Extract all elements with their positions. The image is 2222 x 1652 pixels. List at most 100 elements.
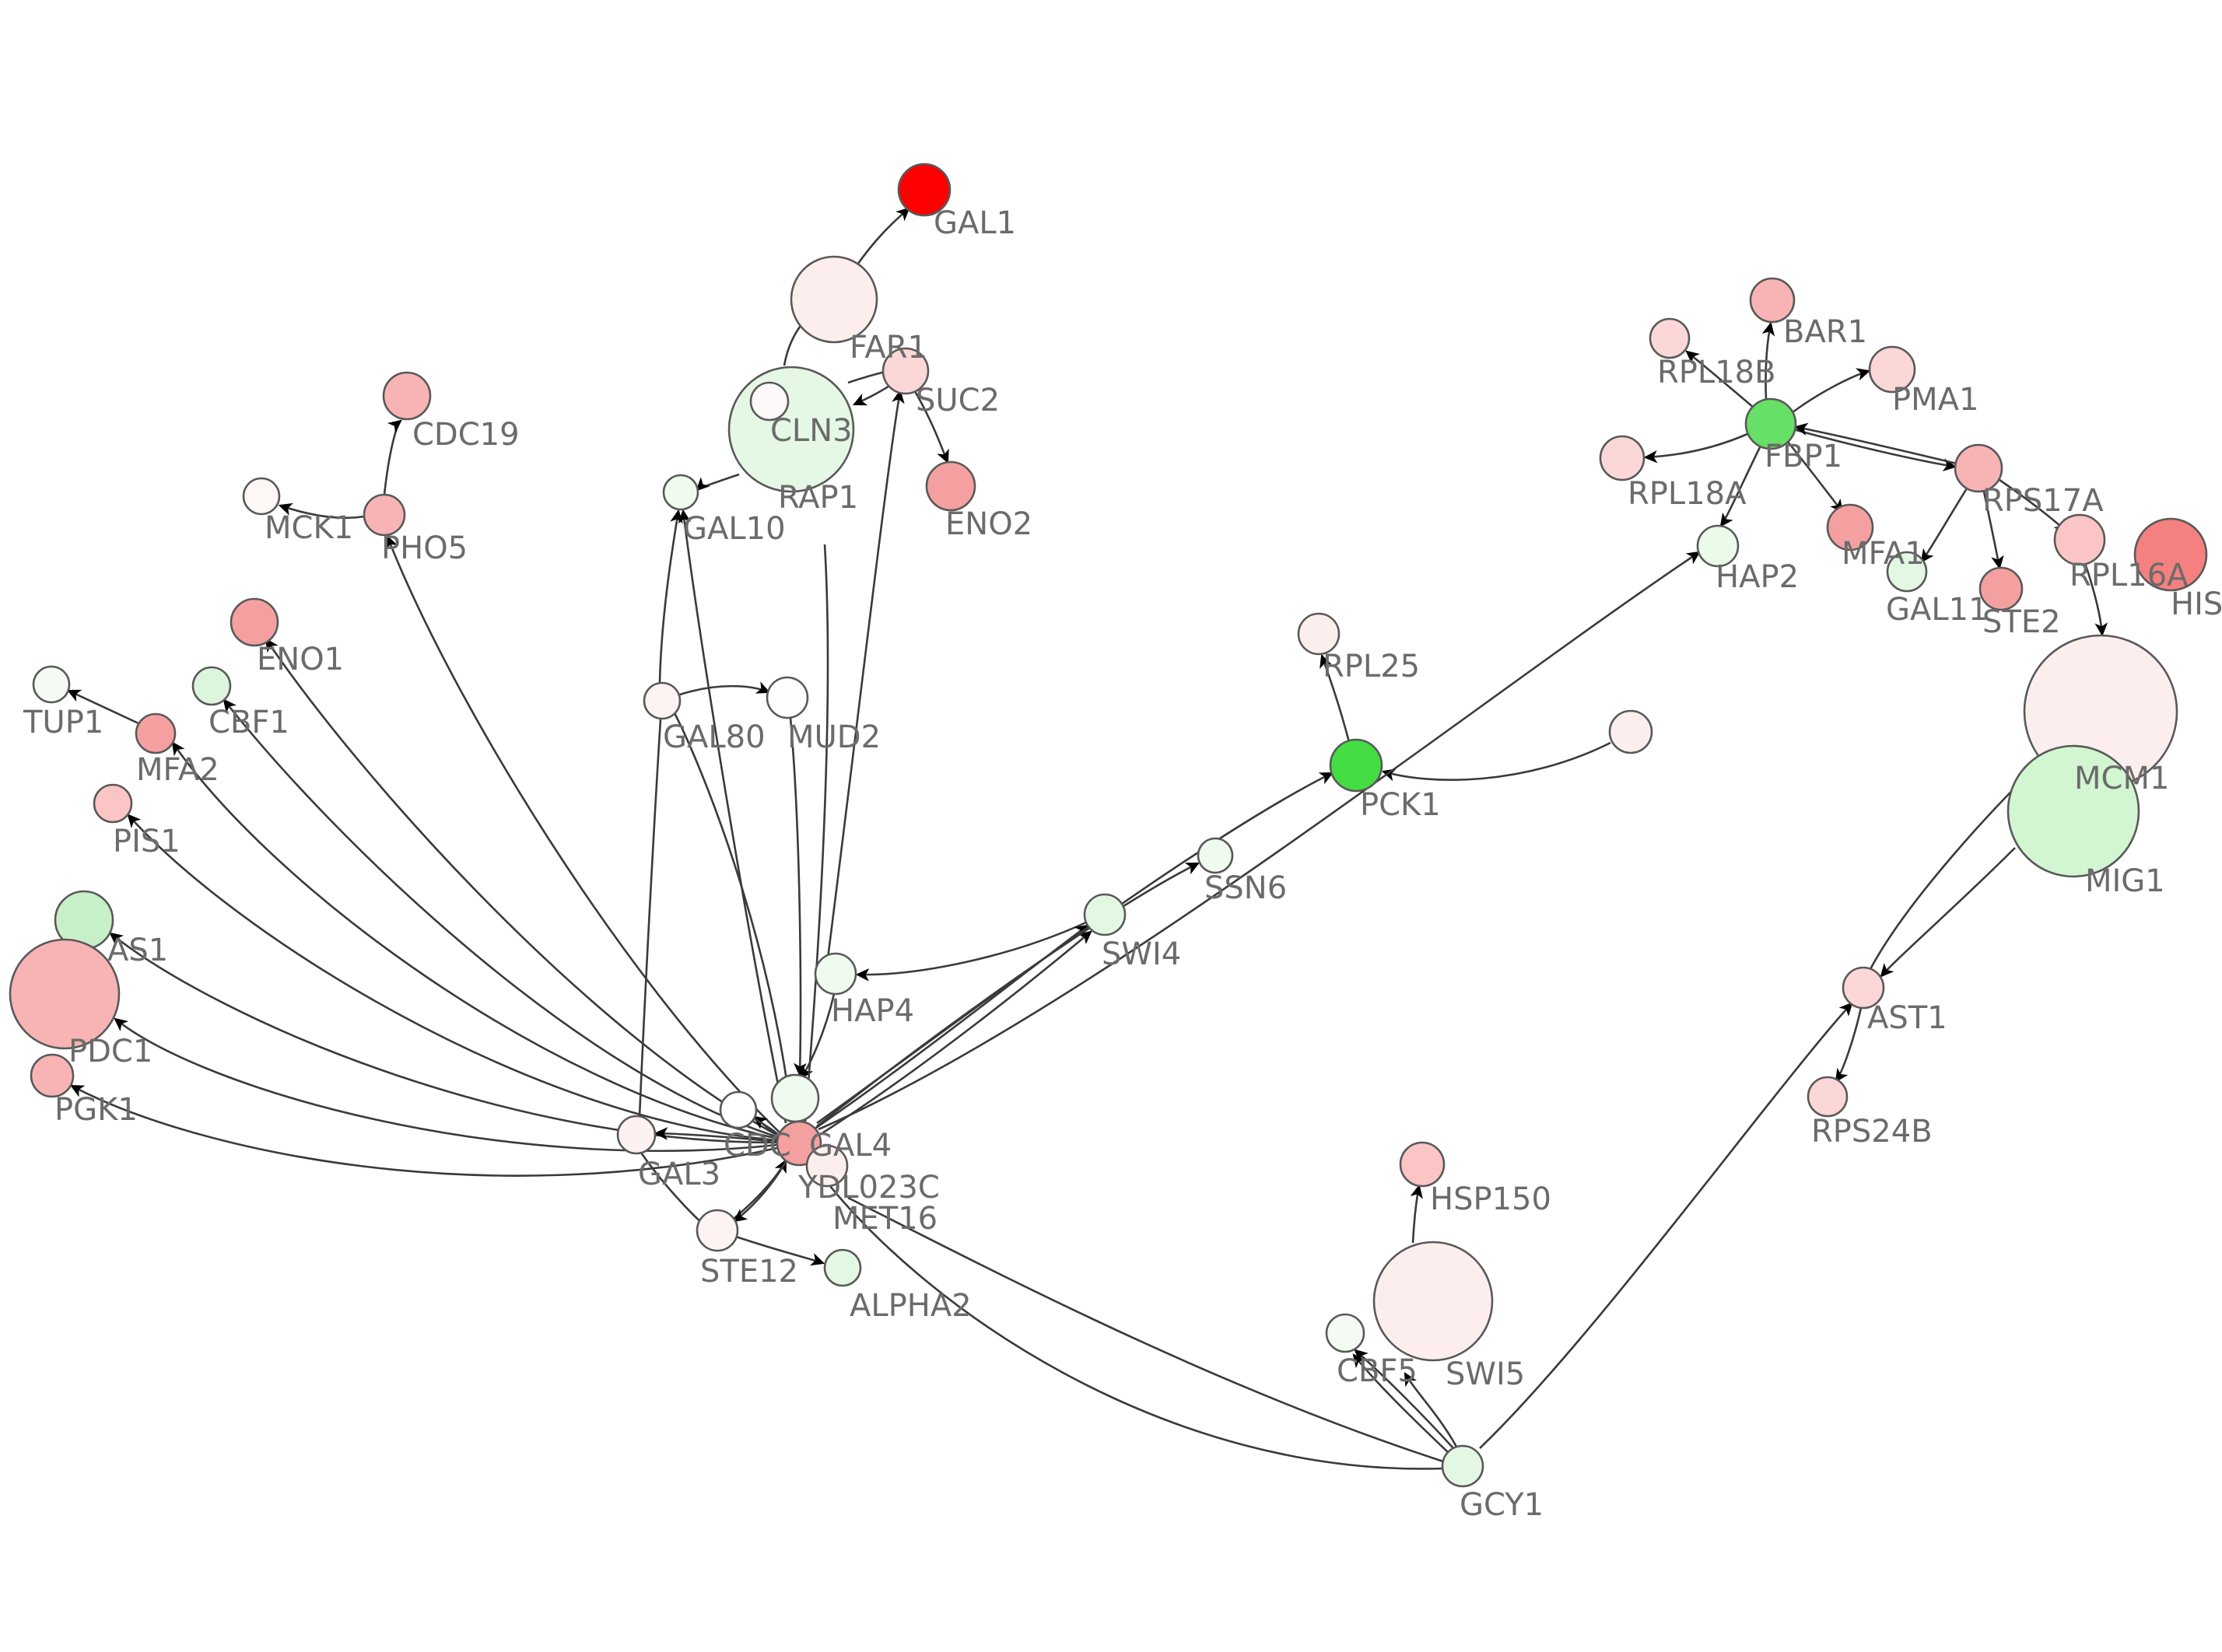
graph-edge [818, 930, 1092, 1137]
graph-node-his4[interactable] [2133, 517, 2208, 592]
graph-node-rpl18b[interactable] [1649, 317, 1691, 359]
graph-node-swi5[interactable] [1372, 1241, 1494, 1362]
graph-edge [672, 711, 794, 1121]
graph-node-gal10[interactable] [662, 474, 699, 511]
node-label-mfa2: MFA2 [136, 752, 219, 788]
graph-edge [825, 389, 905, 965]
graph-node-mig1[interactable] [2006, 744, 2140, 878]
graph-node-ste2[interactable] [1978, 566, 2024, 611]
node-label-ste2: STE2 [1982, 604, 2061, 640]
node-label-bar1: BAR1 [1783, 314, 1867, 350]
graph-node-rpl25[interactable] [1297, 612, 1341, 656]
graph-node-ssn6[interactable] [1197, 837, 1234, 874]
graph-edge [1719, 446, 1761, 527]
node-label-pma1: PMA1 [1892, 382, 1978, 418]
graph-node-tup1[interactable] [32, 665, 71, 704]
graph-node-cdc19[interactable] [382, 371, 432, 421]
node-label-gal3: GAL3 [638, 1157, 720, 1192]
graph-node-gal1[interactable] [897, 163, 952, 217]
graph-node-mfa2[interactable] [135, 712, 177, 754]
graph-edge [847, 1196, 1446, 1464]
node-label-pho5: PHO5 [381, 530, 468, 566]
node-label-rpl25: RPL25 [1323, 649, 1420, 684]
graph-node-mck1[interactable] [242, 477, 281, 516]
node-label-alpha2: ALPHA2 [850, 1288, 972, 1324]
edge-layer [66, 207, 2108, 1470]
graph-edge [855, 921, 1087, 982]
graph-node-cbf5[interactable] [1325, 1313, 1365, 1353]
graph-node-mfa1[interactable] [1826, 503, 1874, 551]
graph-node-swi4[interactable] [1083, 893, 1127, 936]
graph-node-hap2[interactable] [1696, 524, 1740, 568]
graph-edge [383, 419, 402, 495]
graph-node-gal11[interactable] [1886, 551, 1928, 593]
graph-node-rpl18a[interactable] [1599, 435, 1645, 481]
node-label-mcm1: MCM1 [2074, 761, 2169, 796]
graph-node-unlabeled[interactable] [770, 1073, 820, 1123]
node-label-pck1: PCK1 [1360, 787, 1441, 823]
graph-node-pho5[interactable] [363, 493, 406, 537]
graph-node-unlabeled[interactable] [1608, 709, 1653, 754]
node-label-ydl023c: YDL023C [797, 1170, 940, 1206]
graph-node-ydl023c[interactable] [805, 1144, 849, 1188]
graph-node-fbp1[interactable] [1744, 397, 1797, 450]
graph-node-ste12[interactable] [696, 1209, 739, 1252]
node-label: MET16 [832, 1201, 938, 1237]
graph-edge [818, 551, 1701, 1131]
graph-node-gal3[interactable] [616, 1115, 657, 1155]
node-label-rps17a: RPS17A [1982, 483, 2104, 519]
graph-node-far1[interactable] [790, 255, 878, 344]
graph-node-pis1[interactable] [93, 783, 133, 824]
node-label-pdc1: PDC1 [68, 1034, 152, 1069]
node-label-rpl18b: RPL18B [1657, 355, 1776, 390]
graph-edge [1404, 1372, 1458, 1447]
graph-node-inner-marker [749, 381, 790, 422]
node-label-cdc19: CDC19 [412, 417, 520, 453]
graph-edge [66, 689, 139, 725]
node-label-swi5: SWI5 [1446, 1356, 1525, 1392]
graph-node-rps24b[interactable] [1807, 1076, 1849, 1118]
node-label-gal11: GAL11 [1886, 592, 1989, 628]
graph-edge [1320, 653, 1351, 743]
graph-node-pck1[interactable] [1329, 738, 1383, 793]
graph-node-alpha2[interactable] [823, 1248, 862, 1287]
graph-edge [678, 509, 787, 1124]
node-label-tup1: TUP1 [23, 705, 103, 740]
graph-node-mud2[interactable] [766, 676, 809, 719]
graph-edge [913, 390, 949, 464]
graph-node-eno1[interactable] [230, 597, 279, 647]
graph-node-rpl16a[interactable] [2053, 513, 2106, 566]
node-label-hap4: HAP4 [831, 993, 914, 1029]
graph-node-eno2[interactable] [925, 460, 976, 512]
graph-edge [1793, 422, 1957, 465]
graph-node-hsp150[interactable] [1399, 1141, 1446, 1188]
node-layer [9, 163, 2208, 1488]
graph-node-suc2[interactable] [881, 347, 930, 395]
graph-edge [816, 772, 1334, 1125]
graph-edge [1982, 491, 2004, 570]
node-label-as1: AS1 [107, 933, 168, 968]
node-label-hap2: HAP2 [1716, 559, 1799, 595]
graph-edge [735, 1235, 825, 1266]
graph-node-ast1[interactable] [1842, 966, 1885, 1010]
graph-edge [1479, 1002, 1853, 1449]
graph-node-pgk1[interactable] [30, 1053, 75, 1098]
graph-edge [804, 544, 829, 1122]
graph-node-gcy1[interactable] [1441, 1444, 1484, 1488]
graph-node-bar1[interactable] [1749, 277, 1796, 324]
graph-node-hap4[interactable] [814, 952, 857, 996]
graph-edge [812, 1164, 1445, 1470]
graph-node-cdc[interactable] [719, 1090, 758, 1129]
graph-edge [171, 741, 779, 1140]
graph-node-pma1[interactable] [1868, 345, 1916, 394]
graph-node-cbf1[interactable] [191, 666, 232, 706]
node-label-eno1: ENO1 [257, 642, 344, 677]
graph-edge [69, 1084, 778, 1177]
graph-node-gal80[interactable] [643, 681, 682, 720]
graph-node-rps17a[interactable] [1954, 443, 2003, 493]
graph-node-pdc1[interactable] [9, 938, 121, 1050]
node-label: RAP1 [778, 480, 858, 516]
